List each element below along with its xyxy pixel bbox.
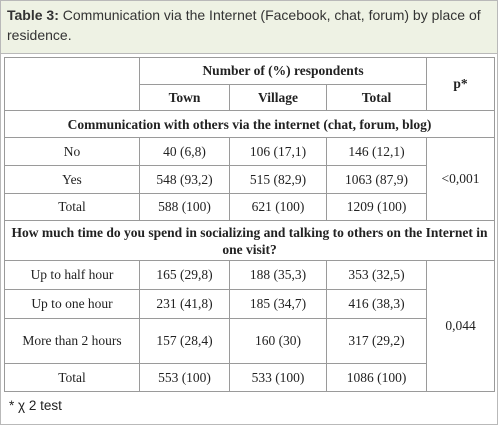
header-column: Town <box>139 84 230 111</box>
data-row: Yes 548 (93,2) 515 (82,9) 1063 (87,9) <box>4 165 495 194</box>
section-row: How much time do you spend in socializin… <box>3 220 496 261</box>
header-row: Number of (%) respondents p* <box>4 57 496 111</box>
data-cell: 185 (34,7) <box>229 289 327 319</box>
data-row: Total 588 (100) 621 (100) 1209 (100) <box>4 193 495 221</box>
row-label: Up to half hour <box>4 260 140 290</box>
data-cell: 1086 (100) <box>325 363 428 392</box>
row-label: More than 2 hours <box>4 318 140 364</box>
row-label: Up to one hour <box>4 289 140 319</box>
data-cell: 553 (100) <box>139 363 230 392</box>
data-cell: 1209 (100) <box>325 193 428 221</box>
table: Number of (%) respondents p* Town Villag… <box>3 57 496 392</box>
data-cell: 416 (38,3) <box>325 289 428 319</box>
header-group: Number of (%) respondents <box>138 57 428 85</box>
data-cell: 157 (28,4) <box>139 318 230 364</box>
caption: Table 3: Communication via the Internet … <box>1 1 497 54</box>
header-cell <box>4 57 140 111</box>
table-body: Number of (%) respondents p* Town Villag… <box>3 57 496 392</box>
data-cell: 231 (41,8) <box>139 289 230 319</box>
row-label: Total <box>4 363 140 392</box>
data-cell: 146 (12,1) <box>325 137 428 166</box>
row-label: Yes <box>4 165 140 194</box>
header-row: Town Village Total <box>5 84 495 111</box>
section-title: Communication with others via the intern… <box>3 110 496 138</box>
footnote: * χ 2 test <box>9 398 62 413</box>
header-column: Village <box>229 84 327 111</box>
data-cell: 588 (100) <box>139 193 230 221</box>
section-row: Communication with others via the intern… <box>3 110 496 138</box>
data-cell: 317 (29,2) <box>325 318 428 364</box>
header-p: p* <box>426 57 496 111</box>
data-cell: 621 (100) <box>229 193 327 221</box>
data-cell: 165 (29,8) <box>139 260 230 290</box>
data-row: No 40 (6,8) 106 (17,1) 146 (12,1) <0,001 <box>4 137 496 221</box>
data-row: Total 553 (100) 533 (100) 1086 (100) <box>4 363 495 392</box>
data-cell: 160 (30) <box>229 318 327 364</box>
caption-text: Communication via the Internet (Facebook… <box>7 7 481 43</box>
row-label: Total <box>4 193 140 221</box>
data-cell: 533 (100) <box>229 363 327 392</box>
p-value: <0,001 <box>426 137 496 221</box>
data-row: Up to half hour 165 (29,8) 188 (35,3) 353 (… <box>4 260 496 392</box>
data-cell: 106 (17,1) <box>229 137 327 166</box>
data-row: Up to one hour 231 (41,8) 185 (34,7) 416 (3… <box>4 289 495 319</box>
data-cell: 188 (35,3) <box>229 260 327 290</box>
row-label: No <box>4 137 140 166</box>
p-value: 0,044 <box>426 260 496 392</box>
data-row: More than 2 hours 157 (28,4) 160 (30) 317 (… <box>4 318 495 364</box>
data-cell: 353 (32,5) <box>325 260 428 290</box>
data-cell: 548 (93,2) <box>139 165 230 194</box>
caption-label: Table 3: <box>7 7 59 23</box>
data-cell: 515 (82,9) <box>229 165 327 194</box>
section-title: How much time do you spend in socializin… <box>3 220 496 261</box>
data-cell: 1063 (87,9) <box>325 165 428 194</box>
data-cell: 40 (6,8) <box>139 137 230 166</box>
header-column: Total <box>325 84 428 111</box>
